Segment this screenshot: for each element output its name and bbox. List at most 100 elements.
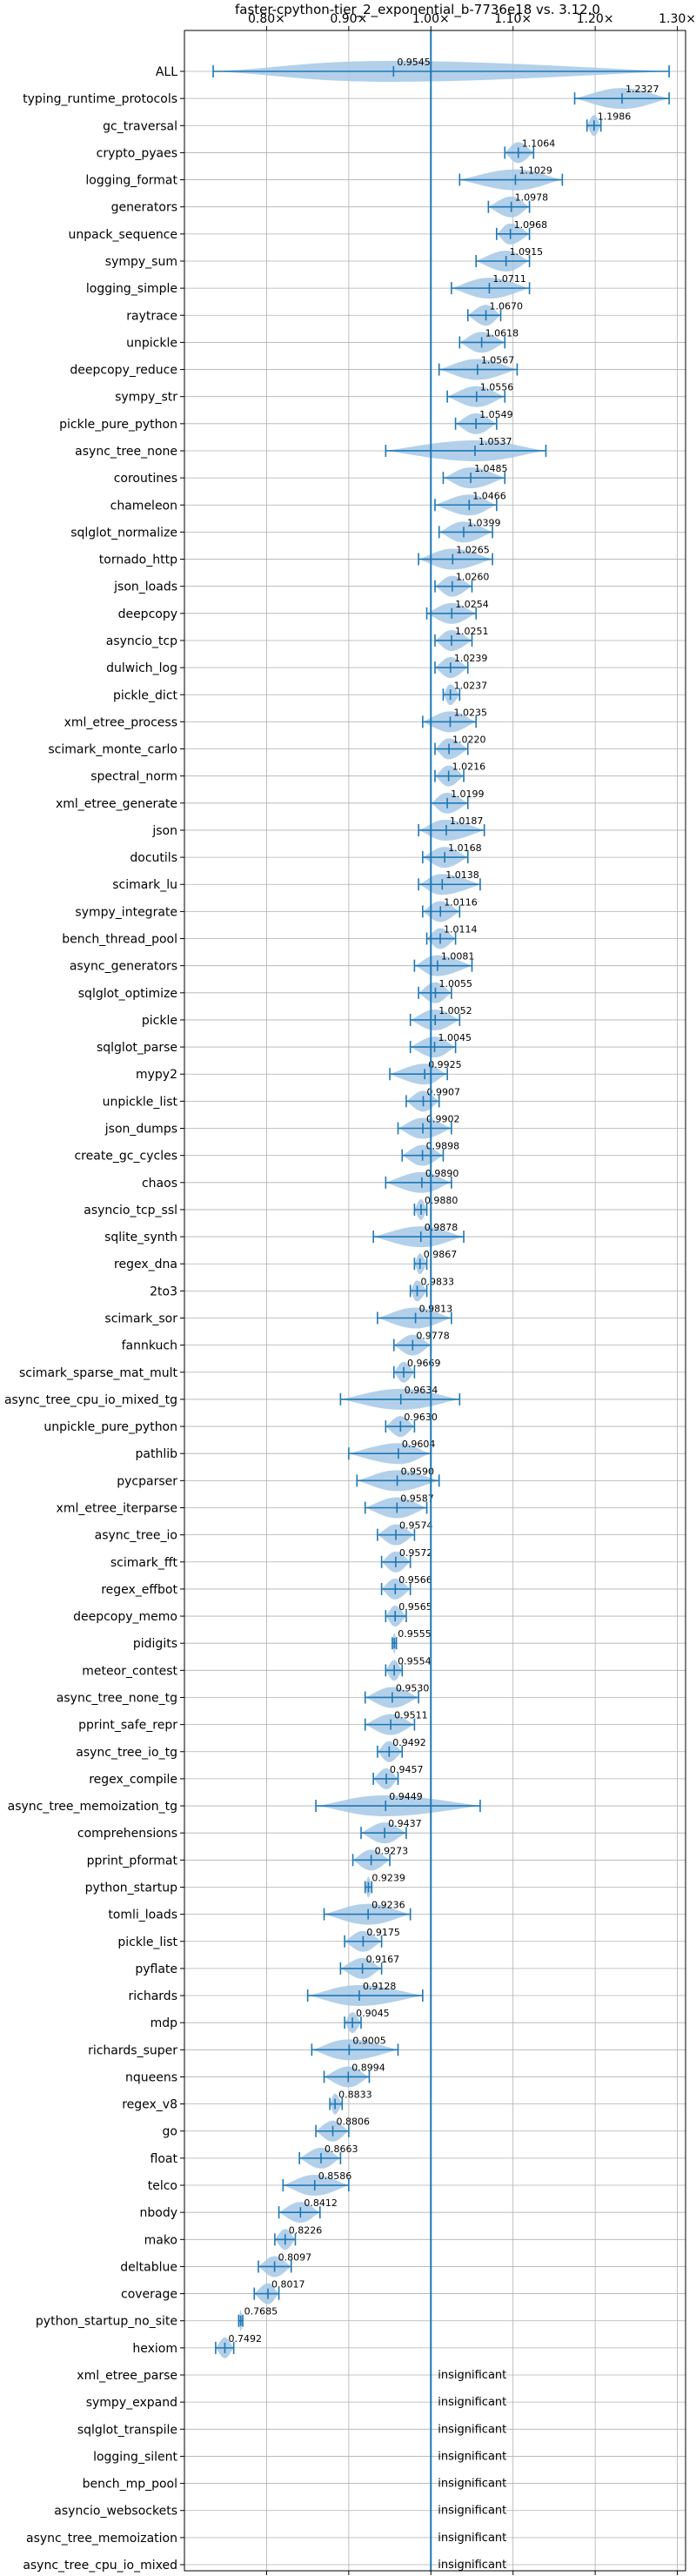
category-label: ALL: [156, 65, 177, 79]
value-label: 0.9045: [356, 2008, 390, 2019]
insignificant-label: insignificant: [438, 2532, 506, 2545]
x-tick-label-top: 1.30×: [659, 12, 696, 26]
category-label: asyncio_websockets: [54, 2505, 177, 2519]
value-label: 0.8412: [304, 2197, 338, 2209]
value-label: 1.0549: [479, 409, 513, 420]
category-label: mako: [144, 2233, 177, 2247]
category-label: asyncio_tcp_ssl: [84, 1204, 177, 1218]
category-label: async_tree_memoization: [26, 2532, 177, 2546]
category-label: json: [151, 824, 177, 838]
category-label: scimark_sparse_mat_mult: [19, 1366, 177, 1380]
category-label: regex_compile: [89, 1773, 177, 1787]
category-label: async_tree_cpu_io_mixed: [23, 2559, 177, 2573]
value-label: 0.9587: [400, 1493, 434, 1504]
value-label: 0.9545: [397, 57, 431, 68]
value-label: 0.9492: [392, 1737, 426, 1748]
category-label: tornado_http: [99, 553, 177, 567]
value-label: 1.0235: [453, 707, 487, 718]
category-label: raytrace: [126, 309, 177, 323]
category-label: async_tree_io_tg: [76, 1746, 177, 1760]
category-labels: ALL typing_runtime_protocols gc_traversalc…: [4, 65, 506, 2573]
value-label: 0.9555: [398, 1628, 432, 1640]
value-label: 1.0168: [448, 842, 482, 854]
category-label: sympy_sum: [105, 255, 177, 269]
value-label: 0.9574: [399, 1520, 433, 1532]
value-label: 0.9530: [396, 1682, 430, 1694]
category-label: unpickle: [126, 336, 177, 350]
insignificant-label: insignificant: [438, 2423, 506, 2436]
category-label: pathlib: [136, 1447, 178, 1461]
category-label: pprint_safe_repr: [78, 1719, 177, 1733]
value-label: 0.9907: [426, 1086, 460, 1097]
value-label: 0.9437: [388, 1818, 422, 1829]
category-label: sympy_str: [115, 391, 177, 405]
value-label: 0.9236: [371, 1900, 405, 1911]
category-label: regex_effbot: [101, 1583, 177, 1597]
violins: 0.9545 1.2327 1.1986 1.1064 1.1029 1.0978 1.09…: [212, 57, 670, 2358]
value-label: 0.9669: [407, 1358, 441, 1369]
category-label: fannkuch: [122, 1339, 177, 1353]
value-label: 0.9778: [416, 1331, 449, 1342]
value-label: 1.0618: [485, 327, 519, 339]
value-label: 0.9128: [363, 1981, 397, 1992]
value-label: 1.0711: [492, 273, 526, 285]
category-label: dulwich_log: [106, 661, 177, 675]
value-label: 1.0978: [515, 192, 549, 204]
category-label: pickle_list: [117, 1935, 177, 1949]
value-label: 1.0485: [474, 463, 508, 474]
category-label: meteor_contest: [82, 1664, 177, 1678]
value-label: 1.0114: [444, 924, 478, 936]
category-label: json_dumps: [104, 1123, 177, 1137]
value-label: 0.9457: [390, 1764, 424, 1775]
value-label: 0.8833: [338, 2090, 372, 2101]
value-label: 1.0399: [467, 517, 501, 528]
value-label: 0.8806: [337, 2116, 371, 2128]
value-label: 0.9630: [404, 1412, 438, 1423]
category-label: spectral_norm: [90, 770, 177, 784]
category-label: sympy_integrate: [75, 905, 177, 919]
value-label: 0.9239: [371, 1872, 405, 1883]
category-label: deepcopy_reduce: [70, 364, 177, 378]
category-label: generators: [111, 201, 177, 215]
category-label: telco: [148, 2179, 177, 2193]
x-tick-label-top: 1.20×: [577, 12, 614, 26]
category-label: typing_runtime_protocols: [23, 92, 177, 106]
category-label: logging_simple: [86, 282, 177, 296]
value-label: 0.8994: [351, 2062, 385, 2073]
grid-lines: [184, 30, 686, 2571]
category-label: pidigits: [133, 1637, 177, 1651]
category-label: bench_mp_pool: [83, 2478, 177, 2492]
category-label: mypy2: [136, 1068, 177, 1082]
value-label: 0.9565: [398, 1601, 432, 1613]
value-label: 0.9890: [425, 1168, 459, 1179]
value-label: 0.9902: [426, 1114, 459, 1125]
category-label: crypto_pyaes: [97, 146, 177, 160]
value-label: 0.7492: [228, 2333, 262, 2345]
value-label: 0.8586: [318, 2170, 352, 2182]
category-label: pyflate: [135, 1962, 177, 1976]
value-label: 0.9005: [352, 2035, 386, 2046]
category-label: mdp: [151, 2016, 178, 2030]
value-label: 1.0199: [451, 788, 485, 800]
value-label: 0.9572: [399, 1547, 433, 1559]
insignificant-label: insignificant: [438, 2396, 506, 2409]
category-label: xml_etree_parse: [77, 2369, 177, 2383]
category-label: chameleon: [110, 499, 177, 513]
value-label: 1.0670: [490, 300, 524, 312]
category-label: sympy_expand: [86, 2396, 177, 2410]
plot-frame: [184, 30, 686, 2572]
category-label: unpack_sequence: [69, 228, 177, 242]
value-label: 0.9511: [394, 1710, 428, 1721]
category-label: richards_super: [88, 2043, 177, 2057]
category-label: deltablue: [120, 2260, 177, 2274]
value-label: 0.9175: [366, 1927, 400, 1938]
value-label: 0.9925: [428, 1059, 462, 1070]
category-label: scimark_lu: [112, 878, 177, 892]
category-label: comprehensions: [77, 1827, 177, 1841]
value-label: 0.9867: [424, 1249, 457, 1260]
value-label: 0.8097: [278, 2251, 312, 2263]
category-label: pprint_pformat: [87, 1854, 178, 1868]
category-label: create_gc_cycles: [74, 1150, 177, 1164]
category-label: sqlglot_transpile: [77, 2423, 177, 2437]
value-label: 0.9604: [402, 1439, 436, 1450]
